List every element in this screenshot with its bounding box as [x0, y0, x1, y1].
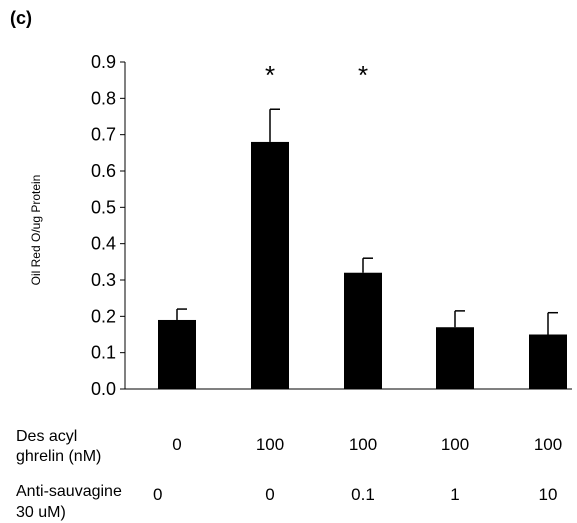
row-label-des-acyl-ghrelin: Des acyl ghrelin (nM)	[16, 428, 101, 465]
des-acyl-ghrelin-value: 100	[349, 435, 377, 454]
y-tick-label: 0.2	[91, 306, 116, 326]
error-bars	[176, 108, 558, 335]
y-tick-label: 0.5	[91, 197, 116, 217]
bar	[251, 141, 289, 389]
bars	[158, 141, 567, 389]
y-tick-label: 0.1	[91, 343, 116, 363]
anti-sauvagine-value: 0	[153, 485, 162, 504]
bar	[344, 272, 382, 389]
y-tick-label: 0.8	[91, 88, 116, 108]
y-tick-label: 0.3	[91, 270, 116, 290]
y-axis-label: Oil Red O/ug Protein	[29, 175, 43, 286]
row-label-line: Anti-sauvagine	[16, 483, 122, 500]
row-label-line: Des acyl	[16, 428, 77, 445]
anti-sauvagine-value: 0	[265, 485, 274, 504]
des-acyl-ghrelin-value: 100	[534, 435, 562, 454]
des-acyl-ghrelin-value: 0	[172, 435, 181, 454]
anti-sauvagine-value: 10	[539, 485, 558, 504]
significance-star: *	[265, 60, 275, 90]
row-label-line: ghrelin (nM)	[16, 448, 101, 465]
y-tick-label: 0.7	[91, 125, 116, 145]
des-acyl-ghrelin-value: 100	[441, 435, 469, 454]
bar	[529, 334, 567, 389]
y-tick-label: 0.9	[91, 52, 116, 72]
des-acyl-ghrelin-values: 0 100 100 100 100	[172, 435, 562, 454]
bar	[436, 327, 474, 389]
y-ticks: 0.0 0.1 0.2 0.3 0.4 0.5 0.6 0.7 0.8 0.9	[91, 52, 125, 399]
y-tick-label: 0.6	[91, 161, 116, 181]
significance-markers: * *	[265, 60, 368, 90]
anti-sauvagine-values: 0 0 0.1 1 10	[153, 485, 557, 504]
y-tick-label: 0.0	[91, 379, 116, 399]
anti-sauvagine-value: 0.1	[351, 485, 375, 504]
significance-star: *	[358, 60, 368, 90]
anti-sauvagine-value: 1	[450, 485, 459, 504]
bar	[158, 319, 196, 389]
y-tick-label: 0.4	[91, 234, 116, 254]
row-label-anti-sauvagine: Anti-sauvagine 30 uM)	[16, 483, 122, 521]
des-acyl-ghrelin-value: 100	[256, 435, 284, 454]
panel-label: (c)	[10, 8, 32, 28]
row-label-line: 30 uM)	[16, 504, 66, 521]
